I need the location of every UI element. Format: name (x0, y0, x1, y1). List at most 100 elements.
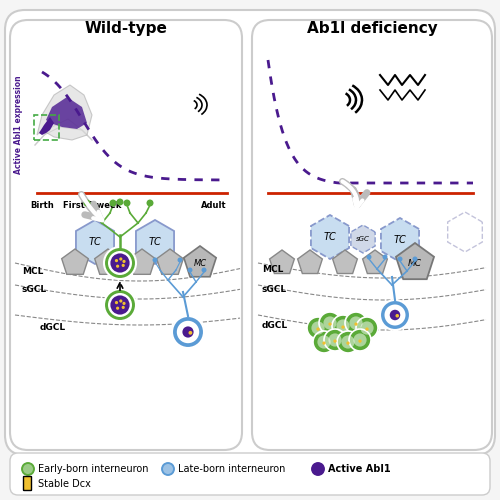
Polygon shape (448, 212, 482, 252)
Polygon shape (311, 215, 349, 259)
Circle shape (318, 336, 330, 348)
Circle shape (115, 259, 118, 262)
Polygon shape (184, 246, 216, 277)
Circle shape (146, 200, 154, 206)
Text: MCL: MCL (262, 266, 283, 274)
Circle shape (346, 342, 350, 345)
Circle shape (380, 300, 410, 330)
Text: sGC: sGC (356, 236, 370, 242)
Text: Active Abl1: Active Abl1 (328, 464, 390, 474)
Polygon shape (46, 97, 87, 129)
Polygon shape (362, 250, 388, 274)
Circle shape (350, 316, 362, 330)
Text: Wild-type: Wild-type (84, 20, 168, 36)
Circle shape (334, 340, 336, 343)
Polygon shape (94, 249, 122, 274)
Circle shape (172, 316, 204, 348)
Circle shape (20, 461, 36, 477)
Circle shape (108, 251, 132, 275)
Circle shape (328, 334, 342, 346)
Polygon shape (39, 117, 54, 135)
Circle shape (122, 302, 126, 305)
Text: MCL: MCL (22, 268, 44, 276)
Circle shape (119, 300, 122, 302)
Text: Stable Dcx: Stable Dcx (38, 479, 91, 489)
Circle shape (152, 258, 158, 262)
Text: Active Abl1 expression: Active Abl1 expression (14, 76, 24, 174)
Text: dGCL: dGCL (262, 322, 288, 330)
Text: sGCL: sGCL (262, 286, 287, 294)
Text: First 1 week: First 1 week (63, 201, 121, 210)
Text: Early-born interneuron: Early-born interneuron (38, 464, 148, 474)
Circle shape (178, 258, 182, 262)
FancyBboxPatch shape (24, 476, 32, 490)
Text: TC: TC (324, 232, 336, 242)
Polygon shape (37, 85, 92, 140)
FancyBboxPatch shape (252, 20, 492, 450)
Circle shape (163, 464, 173, 474)
Circle shape (358, 340, 362, 343)
Text: dGCL: dGCL (40, 324, 66, 332)
Text: TC: TC (394, 235, 406, 245)
FancyBboxPatch shape (10, 453, 490, 495)
Circle shape (110, 200, 116, 206)
Circle shape (84, 200, 90, 206)
Circle shape (336, 320, 349, 332)
Circle shape (182, 326, 194, 338)
Circle shape (104, 289, 136, 321)
Polygon shape (128, 249, 156, 274)
Circle shape (319, 312, 341, 334)
Text: Birth: Birth (30, 201, 54, 210)
Circle shape (122, 264, 125, 267)
Circle shape (116, 198, 123, 205)
Circle shape (342, 336, 354, 348)
Circle shape (23, 464, 33, 474)
Circle shape (202, 268, 206, 272)
Circle shape (116, 306, 119, 310)
Circle shape (324, 329, 346, 351)
Circle shape (354, 334, 366, 346)
Text: sGCL: sGCL (22, 286, 47, 294)
Text: TC: TC (148, 237, 162, 247)
Circle shape (356, 317, 378, 339)
Circle shape (307, 317, 329, 339)
Circle shape (177, 321, 199, 343)
Text: TC: TC (88, 237, 102, 247)
Polygon shape (76, 220, 114, 264)
Circle shape (116, 264, 119, 268)
Circle shape (366, 328, 368, 331)
Text: Late-born interneuron: Late-born interneuron (178, 464, 286, 474)
Polygon shape (298, 250, 322, 274)
Circle shape (110, 254, 130, 272)
Circle shape (390, 310, 400, 320)
Circle shape (324, 316, 336, 330)
Circle shape (332, 315, 354, 337)
Circle shape (398, 256, 402, 262)
Circle shape (382, 254, 388, 260)
Text: Adult: Adult (202, 201, 227, 210)
Circle shape (122, 260, 126, 263)
Circle shape (104, 247, 136, 279)
Circle shape (384, 304, 406, 326)
Circle shape (312, 322, 324, 334)
Text: MC: MC (408, 258, 422, 268)
Circle shape (188, 331, 192, 334)
Circle shape (119, 258, 122, 260)
Circle shape (122, 306, 125, 309)
Circle shape (124, 200, 130, 206)
Circle shape (313, 331, 335, 353)
Polygon shape (332, 250, 357, 274)
Circle shape (310, 461, 326, 477)
Circle shape (316, 328, 320, 331)
Polygon shape (136, 220, 174, 264)
Circle shape (412, 256, 418, 262)
Circle shape (354, 322, 358, 326)
Circle shape (115, 301, 118, 304)
Polygon shape (62, 249, 88, 274)
FancyBboxPatch shape (5, 10, 495, 455)
Circle shape (366, 254, 372, 260)
Polygon shape (351, 225, 375, 253)
Text: Ab1l deficiency: Ab1l deficiency (306, 20, 438, 36)
Circle shape (188, 268, 192, 272)
Circle shape (108, 293, 132, 317)
